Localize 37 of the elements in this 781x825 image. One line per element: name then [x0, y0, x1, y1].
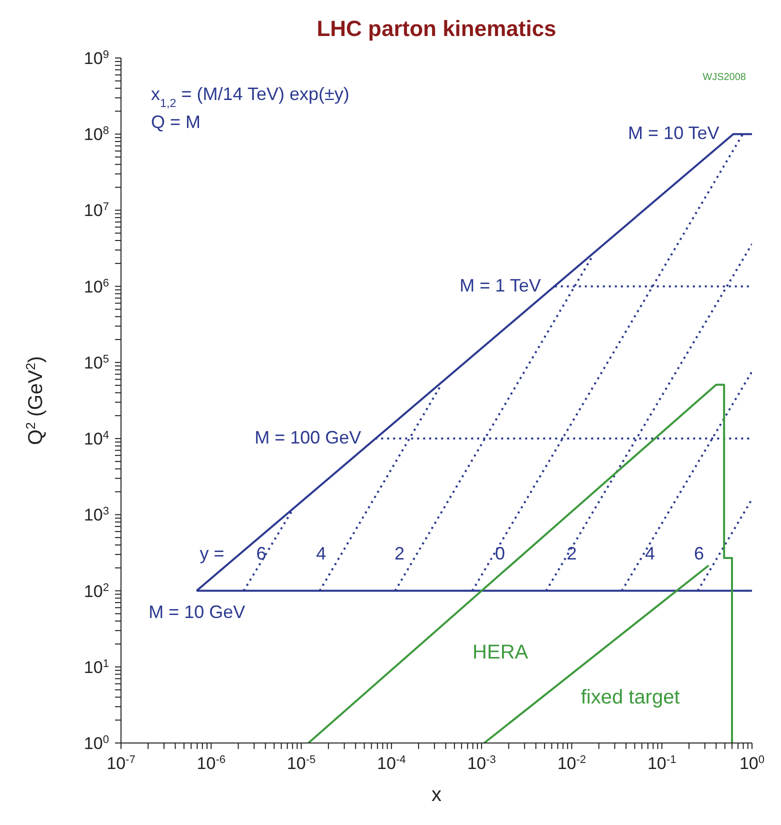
y-tick-label: 10$^{1}$: [84, 658, 109, 677]
x-tick-label: 10$^{-6}$: [196, 754, 226, 773]
annotation: 0: [494, 543, 505, 564]
annotation: M = 100 GeV: [254, 427, 362, 448]
series-label: HERA: [472, 642, 529, 664]
x-tick-label: 10$^{-7}$: [106, 754, 136, 773]
annotation: 4: [316, 543, 326, 564]
annotation: 6: [256, 543, 266, 564]
annotation: Q = M: [151, 112, 201, 132]
chart-title: LHC parton kinematics: [316, 16, 556, 41]
y-tick-label: 10$^{8}$: [84, 125, 109, 144]
annotation: WJS2008: [702, 72, 746, 83]
y-tick-label: 10$^{3}$: [84, 506, 109, 525]
annotation: y =: [200, 543, 224, 564]
y-tick-label: 10$^{2}$: [84, 582, 109, 601]
annotation: 4: [645, 543, 656, 564]
y-tick-label: 10$^{0}$: [84, 734, 109, 753]
x-tick-label: 10$^{-4}$: [377, 754, 406, 773]
x-tick-label: 10$^{-1}$: [647, 754, 676, 773]
annotation: 2: [566, 543, 577, 564]
x-tick-label: 10$^{-3}$: [467, 754, 496, 773]
y-tick-label: 10$^{7}$: [84, 201, 109, 220]
x-tick-label: 10$^{0}$: [739, 754, 765, 773]
series-label: fixed target: [580, 686, 680, 709]
y-tick-label: 10$^{6}$: [84, 277, 109, 296]
x-axis-title: x: [432, 784, 442, 806]
annotation: M = 10 GeV: [148, 602, 246, 622]
y-tick-label: 10$^{5}$: [84, 353, 109, 372]
y-tick-label: 10$^{4}$: [84, 430, 109, 449]
y-tick-label: 10$^{9}$: [84, 49, 109, 68]
x-tick-label: 10$^{-5}$: [286, 754, 316, 773]
annotation: x$_{1,2}$ = (M/14 TeV) exp(±y): [151, 84, 350, 110]
annotation: 2: [394, 543, 405, 564]
x-tick-label: 10$^{-2}$: [557, 754, 586, 773]
annotation: M = 10 TeV: [628, 122, 720, 143]
annotation: M = 1 TeV: [460, 275, 541, 296]
annotation: 6: [694, 543, 704, 564]
